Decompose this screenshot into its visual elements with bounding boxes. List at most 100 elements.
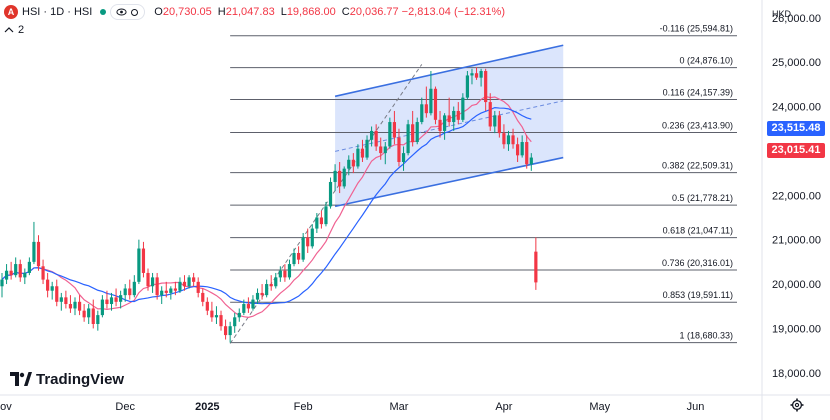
candle-body: [77, 301, 82, 311]
candle-body: [214, 315, 219, 318]
candle-body: [529, 157, 533, 165]
candle-body: [301, 237, 305, 260]
candle-body: [461, 97, 465, 120]
candle-body: [36, 241, 41, 267]
candle-body: [137, 248, 141, 282]
candle-body: [50, 286, 54, 291]
y-tick-label: 21,000.00: [772, 235, 821, 247]
candle-body: [0, 279, 4, 287]
candle-body: [324, 206, 328, 225]
tradingview-logo-icon: [10, 372, 32, 386]
channel-upper-line: [334, 44, 564, 98]
candle-body: [465, 75, 470, 98]
indicator-toggle[interactable]: 2: [4, 22, 24, 38]
candle-body: [237, 312, 241, 318]
candle-body: [87, 308, 91, 318]
candle-body: [164, 290, 168, 293]
candle-body: [484, 71, 488, 103]
candle-body: [150, 277, 155, 287]
candle-body: [27, 261, 31, 273]
candle-body: [4, 270, 9, 280]
candle-body: [420, 104, 424, 123]
candle-body: [187, 277, 191, 287]
candle-body: [347, 159, 351, 169]
x-tick-label: Nov: [0, 401, 12, 413]
candle-body: [383, 146, 387, 154]
settings-gear-icon[interactable]: [790, 398, 804, 412]
candle-body: [251, 299, 255, 309]
candle-body: [388, 122, 392, 147]
x-tick-label: May: [589, 401, 610, 413]
candle-body: [278, 270, 282, 278]
candle-body: [319, 217, 324, 225]
candle-body: [506, 135, 511, 145]
moving-average-slow-line: [1, 107, 532, 305]
x-tick-label: Apr: [495, 401, 512, 413]
ohlc-key: H: [217, 6, 226, 18]
candle-body: [379, 146, 383, 154]
x-tick-label: Feb: [294, 401, 313, 413]
candle-body: [283, 270, 287, 278]
ohlc-key: C: [341, 6, 350, 18]
candle-body: [100, 299, 104, 316]
candle-body: [534, 251, 538, 283]
eye-icon: [116, 8, 127, 16]
candle-body: [146, 272, 150, 287]
currency-label[interactable]: HKD: [772, 6, 820, 22]
candle-body: [502, 133, 506, 145]
price-tag: 23,015.41: [767, 142, 825, 158]
candle-body: [178, 281, 182, 291]
candle-body: [493, 115, 497, 127]
candle-body: [406, 124, 410, 154]
candle-body: [260, 292, 264, 296]
ohlc-value: 21,047.83: [225, 6, 275, 18]
candle-body: [196, 281, 200, 293]
symbol-title[interactable]: HSI · 1D · HSI: [22, 6, 93, 18]
candle-body: [14, 264, 18, 276]
candle-body: [141, 248, 146, 273]
candle-body: [365, 139, 369, 158]
y-tick-label: 24,000.00: [772, 102, 821, 114]
candle-body: [401, 153, 406, 162]
candle-body: [411, 124, 415, 143]
candle-body: [520, 142, 524, 156]
y-tick-label: 25,000.00: [772, 57, 821, 69]
candle-body: [456, 110, 460, 120]
candle-body: [109, 297, 114, 305]
visibility-toggle[interactable]: [110, 4, 146, 20]
candle-body: [114, 297, 118, 302]
candle-body: [182, 281, 187, 287]
candle-body: [169, 288, 173, 293]
candle-body: [219, 315, 223, 327]
y-tick-label: 20,000.00: [772, 279, 821, 291]
candle-body: [68, 304, 73, 309]
candle-body: [342, 168, 346, 187]
candle-body: [306, 237, 310, 247]
candle-body: [438, 119, 442, 131]
candle-body: [96, 315, 100, 324]
candle-body: [210, 310, 214, 318]
fib-level-label: 0.618 (21,047.11): [663, 226, 733, 236]
y-tick-label: 26,000.00: [772, 13, 821, 25]
fib-level-label: 1 (18,680.33): [679, 331, 733, 341]
candle-body: [511, 135, 515, 145]
symbol-legend[interactable]: A HSI · 1D · HSI O20,730.05 H21,047.83 L19…: [4, 3, 508, 21]
candle-body: [119, 295, 123, 302]
market-status-icon: [100, 9, 107, 15]
fib-level-label: 0.5 (21,778.21): [672, 193, 733, 203]
candle-body: [9, 270, 13, 276]
ohlc-value: 20,730.05: [162, 6, 212, 18]
ohlc-key: O: [154, 6, 163, 18]
settings-small-icon: [131, 8, 139, 16]
candle-body: [429, 88, 433, 114]
fib-level-label: 0.382 (22,509.31): [662, 161, 733, 171]
candle-body: [315, 217, 319, 229]
candle-body: [479, 71, 483, 78]
candle-body: [265, 284, 269, 296]
candle-body: [452, 110, 456, 123]
candle-body: [447, 115, 451, 123]
candle-body: [287, 264, 292, 278]
currency-text: HKD: [772, 9, 792, 19]
fib-level-label: -0.116 (25,594.81): [660, 24, 733, 34]
